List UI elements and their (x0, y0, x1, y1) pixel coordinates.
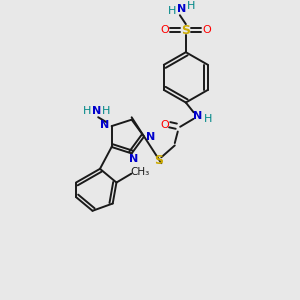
Text: O: O (160, 120, 169, 130)
Text: N: N (100, 120, 110, 130)
Text: N: N (177, 4, 186, 14)
Text: H: H (168, 6, 177, 16)
Text: N: N (92, 106, 101, 116)
Text: H: H (203, 114, 212, 124)
Text: N: N (193, 111, 202, 121)
Text: O: O (202, 25, 211, 35)
Text: H: H (187, 1, 195, 11)
Text: H: H (102, 106, 111, 116)
Text: O: O (160, 25, 169, 35)
Text: H: H (82, 106, 91, 116)
Text: S: S (154, 154, 163, 167)
Text: N: N (146, 131, 155, 142)
Text: N: N (128, 154, 138, 164)
Text: S: S (181, 23, 190, 37)
Text: CH₃: CH₃ (131, 167, 150, 177)
